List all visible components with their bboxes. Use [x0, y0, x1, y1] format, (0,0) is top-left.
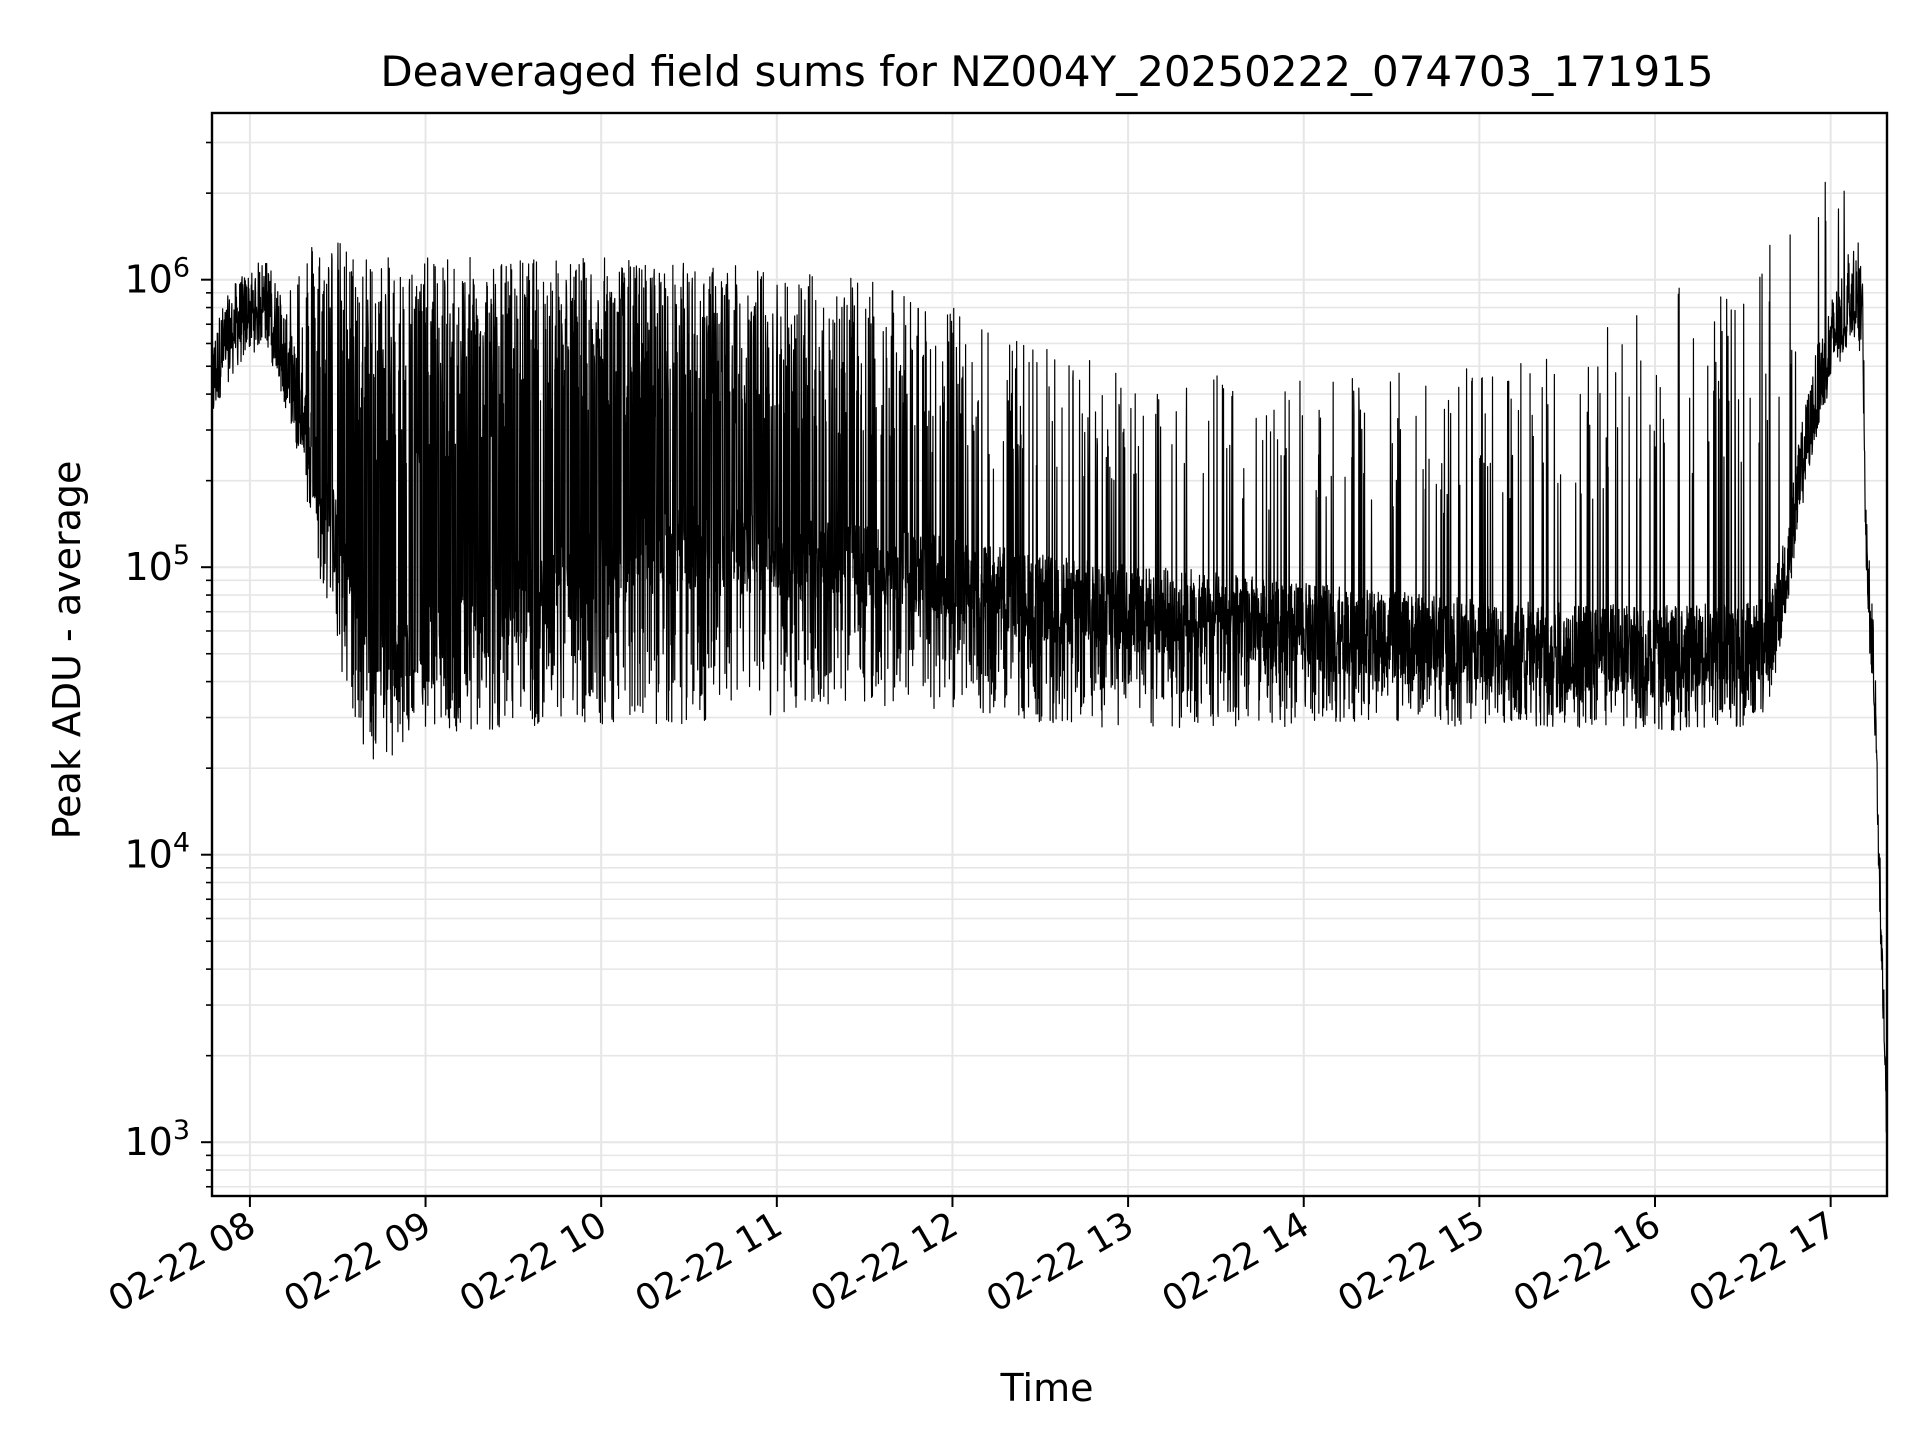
chart-title: Deaveraged field sums for NZ004Y_2025022…	[380, 47, 1713, 96]
y-tick-label: 103	[124, 1115, 190, 1164]
data-layer	[211, 181, 1887, 1133]
y-tick-label: 104	[124, 828, 190, 877]
y-tick-label: 105	[124, 540, 190, 589]
y-tick-label: 106	[124, 253, 190, 302]
series-line	[211, 181, 1887, 1133]
x-axis-label: Time	[1000, 1366, 1094, 1410]
y-axis-label: Peak ADU - average	[45, 461, 89, 840]
